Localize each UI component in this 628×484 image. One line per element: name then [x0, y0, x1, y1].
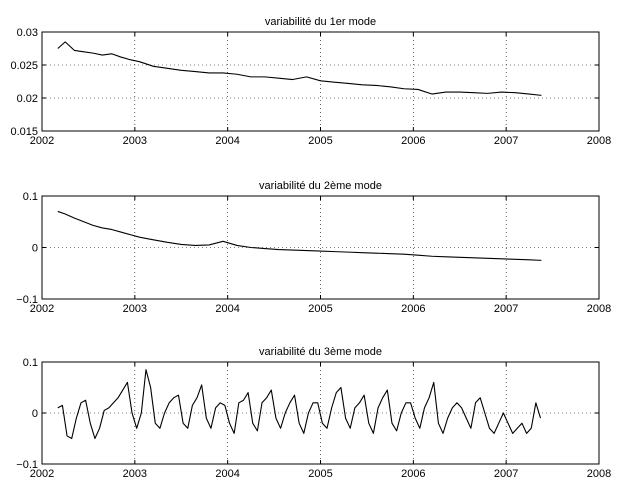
- chart-panel-1: variabilité du 1er mode 2002 2003 2004 2005 2…: [10, 16, 611, 147]
- chart-panel-2: variabilité du 2ème mode 2002 2003 2004 2005…: [16, 180, 611, 315]
- x-tick-label: 2008: [587, 135, 611, 147]
- plot-frame: [41, 195, 600, 300]
- chart-title: variabilité du 2ème mode: [259, 180, 382, 192]
- chart-title: variabilité du 3ème mode: [259, 346, 382, 358]
- y-tick-label: 0.02: [17, 93, 38, 105]
- series-line: [57, 41, 542, 96]
- x-tick-label: 2006: [401, 135, 425, 147]
- x-tick-label: 2002: [30, 303, 54, 315]
- chart-title: variabilité du 1er mode: [265, 16, 376, 28]
- x-tick-label: 2005: [308, 135, 332, 147]
- y-tick-label: 0.1: [23, 357, 38, 369]
- y-tick-label: −0.1: [16, 294, 38, 306]
- x-tick-label: 2003: [123, 468, 147, 480]
- x-tick-label: 2007: [494, 468, 518, 480]
- x-tick-label: 2002: [30, 135, 54, 147]
- x-tick-label: 2006: [401, 303, 425, 315]
- chart-panel-3: variabilité du 3ème mode 2002 2003 2004 2005…: [16, 346, 611, 480]
- y-tick-label: 0: [32, 408, 38, 420]
- x-tick-label: 2003: [123, 303, 147, 315]
- x-tick-label: 2007: [494, 135, 518, 147]
- x-tick-label: 2008: [587, 468, 611, 480]
- y-tick-label: 0: [32, 243, 38, 255]
- x-tick-label: 2007: [494, 303, 518, 315]
- x-tick-label: 2006: [401, 468, 425, 480]
- x-tick-label: 2004: [215, 303, 239, 315]
- y-tick-label: 0.1: [23, 191, 38, 203]
- x-tick-label: 2002: [30, 468, 54, 480]
- x-tick-label: 2008: [587, 303, 611, 315]
- y-tick-label: 0.015: [10, 126, 38, 138]
- x-tick-label: 2005: [308, 468, 332, 480]
- x-tick-label: 2003: [123, 135, 147, 147]
- y-tick-label: 0.025: [10, 60, 38, 72]
- y-tick-label: 0.03: [17, 27, 38, 39]
- x-tick-label: 2004: [215, 135, 239, 147]
- x-tick-label: 2004: [215, 468, 239, 480]
- series-line: [57, 369, 542, 440]
- y-tick-label: −0.1: [16, 459, 38, 471]
- series-line: [57, 210, 542, 261]
- x-tick-label: 2005: [308, 303, 332, 315]
